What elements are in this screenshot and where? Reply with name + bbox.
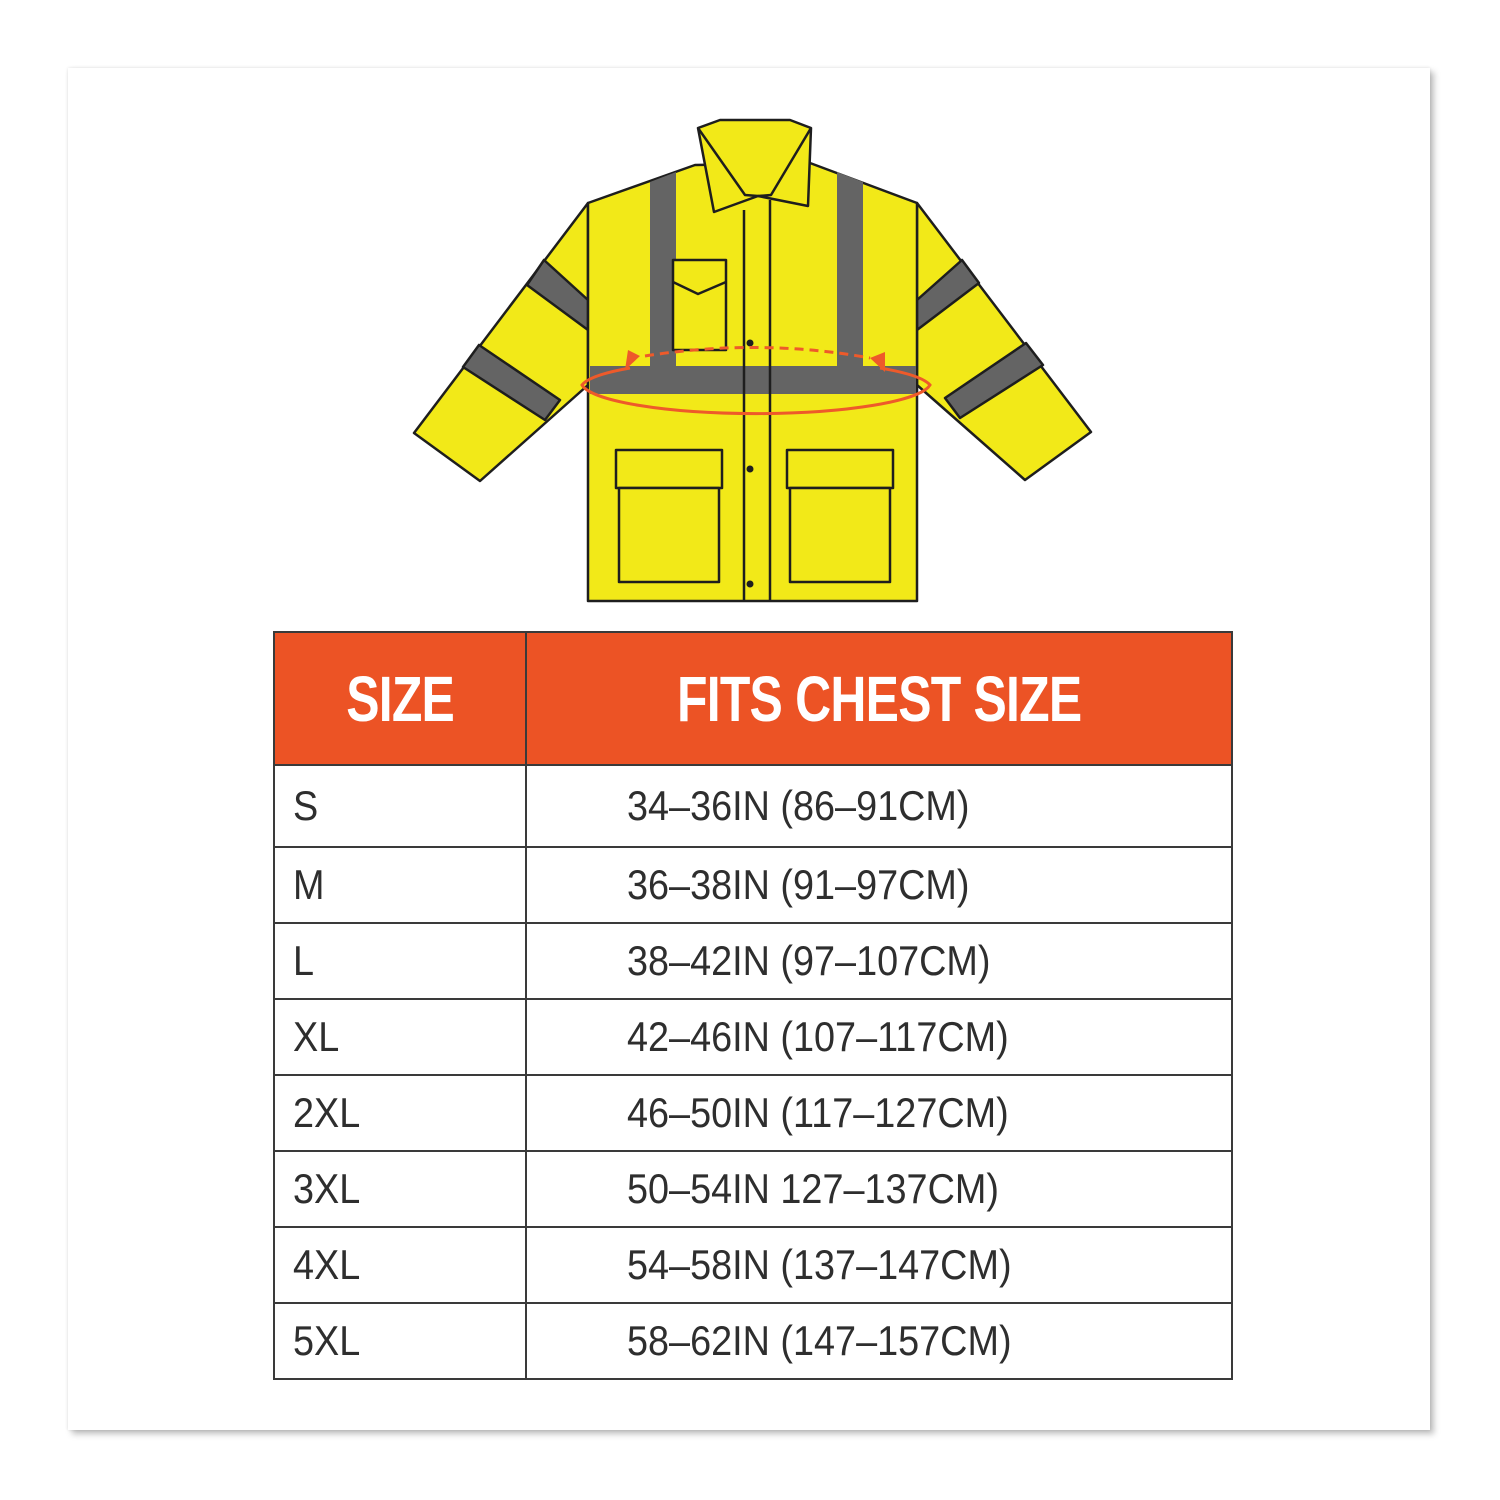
- left-pocket-flap: [614, 448, 724, 490]
- column-header-size: SIZE: [273, 631, 527, 766]
- right-pocket-flap: [785, 448, 895, 490]
- left-sleeve: [412, 201, 590, 483]
- left-sleeve-band-lower: [461, 343, 562, 422]
- chest-pocket: [671, 258, 728, 352]
- size-cell: XL: [273, 998, 527, 1076]
- chest-cell: 50–54IN 127–137CM): [525, 1150, 1233, 1228]
- table-row: L 38–42IN (97–107CM): [273, 922, 1233, 1000]
- horizontal-stripe: [590, 366, 916, 394]
- size-table: SIZE FITS CHEST SIZE S 34–36IN (86–91CM) …: [273, 631, 1233, 1380]
- right-sleeve-band-lower: [943, 341, 1045, 420]
- size-cell: 2XL: [273, 1074, 527, 1152]
- chest-cell: 42–46IN (107–117CM): [525, 998, 1233, 1076]
- right-sleeve: [915, 201, 1093, 482]
- table-header-row: SIZE FITS CHEST SIZE: [273, 631, 1233, 766]
- chest-cell: 54–58IN (137–147CM): [525, 1226, 1233, 1304]
- size-cell: 3XL: [273, 1150, 527, 1228]
- chest-cell: 58–62IN (147–157CM): [525, 1302, 1233, 1380]
- chest-measure-indicator: [580, 346, 932, 416]
- table-row: S 34–36IN (86–91CM): [273, 764, 1233, 848]
- size-cell: M: [273, 846, 527, 924]
- table-row: XL 42–46IN (107–117CM): [273, 998, 1233, 1076]
- table-row: 4XL 54–58IN (137–147CM): [273, 1226, 1233, 1304]
- left-vertical-stripe: [650, 172, 676, 366]
- table-row: M 36–38IN (91–97CM): [273, 846, 1233, 924]
- size-cell: L: [273, 922, 527, 1000]
- right-vertical-stripe: [837, 172, 863, 366]
- size-cell: 4XL: [273, 1226, 527, 1304]
- chest-cell: 38–42IN (97–107CM): [525, 922, 1233, 1000]
- size-cell: S: [273, 764, 527, 848]
- column-header-chest: FITS CHEST SIZE: [525, 631, 1233, 766]
- left-pocket: [617, 486, 721, 584]
- size-cell: 5XL: [273, 1302, 527, 1380]
- table-row: 3XL 50–54IN 127–137CM): [273, 1150, 1233, 1228]
- table-row: 5XL 58–62IN (147–157CM): [273, 1302, 1233, 1380]
- collar: [696, 118, 813, 214]
- chest-cell: 36–38IN (91–97CM): [525, 846, 1233, 924]
- chest-cell: 46–50IN (117–127CM): [525, 1074, 1233, 1152]
- table-row: 2XL 46–50IN (117–127CM): [273, 1074, 1233, 1152]
- chest-cell: 34–36IN (86–91CM): [525, 764, 1233, 848]
- right-pocket: [788, 486, 892, 584]
